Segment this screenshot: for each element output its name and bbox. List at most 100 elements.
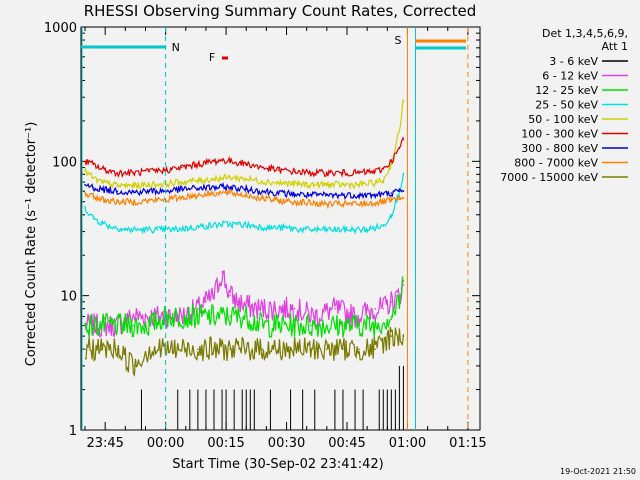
series-point [213, 294, 215, 297]
chart-title: RHESSI Observing Summary Count Rates, Co… [84, 2, 477, 20]
series-7000-15000-kev [84, 326, 405, 377]
series-point [398, 129, 401, 132]
series-100-300-kev [84, 136, 405, 179]
series-point [342, 183, 344, 186]
series-point [293, 348, 296, 350]
series-point [358, 348, 360, 350]
series-point [358, 324, 360, 327]
series-3-6-kev [140, 365, 404, 430]
series-point [156, 228, 159, 231]
series-point [92, 163, 94, 166]
series-point [334, 307, 336, 310]
series-point [213, 315, 215, 318]
series-point [390, 213, 393, 216]
series-point [309, 183, 312, 186]
series-point [390, 192, 393, 194]
series-point [180, 348, 183, 350]
legend-entry-label: 7000 - 15000 keV [500, 171, 598, 184]
series-point [205, 301, 207, 303]
series-point [92, 216, 94, 219]
series-point [382, 179, 385, 182]
series-line [84, 172, 404, 235]
series-point [148, 315, 151, 318]
series-point [132, 324, 135, 327]
series-point [180, 181, 183, 183]
series-point [100, 198, 102, 201]
series-line [84, 136, 404, 179]
series-point [84, 160, 86, 163]
series-point [180, 188, 183, 191]
series-point [148, 183, 151, 186]
series-point [269, 227, 272, 229]
series-point [261, 166, 264, 169]
series-point [390, 315, 393, 318]
series-point [197, 315, 199, 318]
series-point [277, 182, 280, 184]
x-tick-label: 00:45 [328, 436, 365, 451]
series-point [398, 335, 401, 337]
x-tick-label: 01:15 [449, 436, 486, 451]
y-tick-label: 1000 [44, 21, 77, 36]
series-point [358, 183, 360, 186]
series-point [261, 348, 264, 350]
series-point [358, 172, 360, 174]
series-point [313, 315, 316, 318]
series-point [92, 186, 94, 189]
series-point [342, 172, 344, 174]
x-tick-label: 00:15 [207, 436, 244, 451]
series-point [309, 172, 312, 174]
series-point [84, 207, 86, 209]
series-point [197, 348, 199, 350]
series-point [374, 227, 377, 229]
footer-date: 19-Oct-2021 21:50 [560, 467, 636, 476]
series-point [390, 160, 393, 163]
series-point [229, 160, 231, 163]
x-axis-label: Start Time (30-Sep-02 23:41:42) [172, 457, 383, 472]
series-point [164, 348, 167, 350]
series-point [92, 195, 94, 198]
series-point [382, 167, 385, 170]
series-point [229, 176, 231, 179]
series-point [116, 200, 119, 203]
series-12-25-kev [84, 276, 405, 338]
series-point [229, 186, 231, 189]
saa-label: S [394, 34, 401, 47]
series-point [285, 227, 288, 229]
series-point [132, 315, 135, 318]
series-point [277, 199, 280, 202]
series-50-100-kev [84, 99, 405, 191]
series-line [84, 182, 404, 200]
series-point [116, 348, 119, 350]
series-point [261, 324, 264, 327]
series-point [398, 198, 401, 201]
series-point [148, 324, 151, 327]
series-point [382, 307, 385, 310]
y-tick-label: 100 [52, 155, 77, 170]
series-point [277, 348, 280, 350]
plot-frame [80, 26, 481, 431]
series-point [100, 167, 102, 170]
series-point [293, 307, 296, 310]
series-point [213, 178, 215, 180]
series-point [100, 188, 102, 191]
series-point [100, 181, 102, 183]
series-point [342, 203, 344, 205]
series-point [382, 200, 385, 203]
series-point [398, 301, 401, 303]
series-point [261, 197, 264, 200]
series-point [326, 348, 328, 350]
series-point [374, 194, 377, 196]
series-line [84, 269, 404, 339]
series-point [84, 170, 86, 172]
series-point [140, 228, 143, 231]
series-point [213, 192, 215, 194]
series-point [261, 180, 264, 183]
series-point [172, 228, 175, 231]
series-point [390, 335, 393, 337]
series-point [326, 203, 328, 205]
series-point [245, 315, 248, 318]
series-point [293, 200, 296, 203]
legend-entry-label: 800 - 7000 keV [514, 157, 598, 170]
series-point [116, 190, 119, 192]
series-point [180, 196, 183, 199]
